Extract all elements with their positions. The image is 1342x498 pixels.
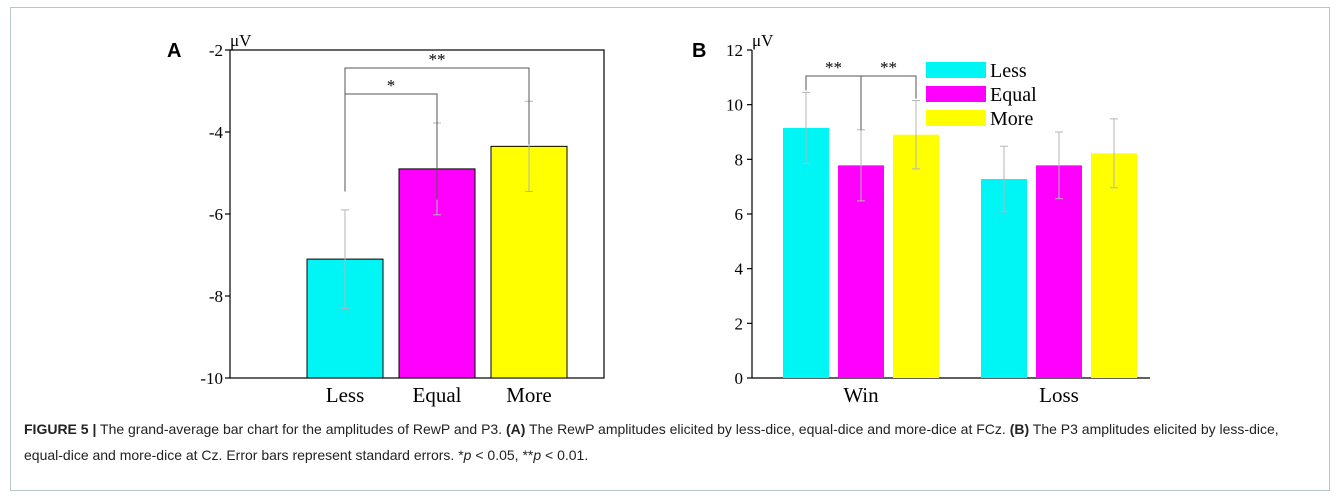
panel-a-significance-label: ** bbox=[429, 50, 446, 69]
caption-label: FIGURE 5 | bbox=[24, 421, 97, 437]
panel-b-unit-label: μV bbox=[752, 31, 774, 50]
caption-sig1-mark: * bbox=[458, 447, 464, 463]
panel-b-y-tick-label: 10 bbox=[726, 96, 743, 115]
panel-b-bar bbox=[1036, 165, 1082, 378]
panel-a-y-tick-label: -8 bbox=[209, 287, 223, 306]
panel-a-unit-label: μV bbox=[230, 31, 252, 50]
panel-b-x-tick-label: Win bbox=[843, 383, 879, 407]
panel-a-letter: A bbox=[167, 40, 181, 62]
panel-a-y-tick-label: -10 bbox=[200, 369, 223, 388]
panel-a-x-tick-label: Equal bbox=[413, 383, 462, 407]
panel-a-x-tick-label: Less bbox=[326, 383, 365, 407]
panel-b-legend-label: Equal bbox=[990, 84, 1037, 106]
figure-frame bbox=[10, 7, 1330, 491]
panel-b-significance-label: ** bbox=[880, 58, 897, 77]
panel-b-bar bbox=[893, 134, 939, 378]
panel-b-significance-label: ** bbox=[825, 58, 842, 77]
panel-a-significance-bracket bbox=[344, 67, 530, 192]
panel-b-y-tick-label: 8 bbox=[735, 150, 744, 169]
panel-b-legend-swatch bbox=[926, 62, 986, 78]
caption-sig2-p: p bbox=[533, 447, 542, 463]
panel-a-y-tick-label: -4 bbox=[209, 123, 224, 142]
panel-b-bar bbox=[1091, 153, 1137, 378]
caption-sig1-p: p bbox=[463, 447, 472, 463]
panel-b-y-tick-label: 0 bbox=[735, 369, 744, 388]
panel-a-y-tick-label: -2 bbox=[209, 41, 223, 60]
panel-a-significance-label: * bbox=[387, 76, 396, 95]
panel-b-y-tick-label: 12 bbox=[726, 41, 743, 60]
panel-b-legend-swatch bbox=[926, 110, 986, 126]
panel-b-legend-label: More bbox=[990, 108, 1033, 130]
caption-sig2-rest: < 0.01. bbox=[541, 447, 589, 463]
panel-b-significance-bracket bbox=[860, 75, 917, 130]
panel-b-significance-bracket bbox=[805, 75, 862, 130]
panel-b-bar bbox=[783, 127, 829, 379]
caption-sig2-mark: ** bbox=[522, 447, 534, 463]
figure-caption: FIGURE 5 | The grand-average bar chart f… bbox=[24, 416, 1320, 468]
caption-ref-b: (B) bbox=[1009, 421, 1030, 437]
caption-text-1: The grand-average bar chart for the ampl… bbox=[96, 421, 506, 437]
panel-b-y-tick-label: 6 bbox=[735, 205, 744, 224]
panel-b-y-tick-label: 2 bbox=[735, 314, 744, 333]
panel-b-x-tick-label: Loss bbox=[1039, 383, 1079, 407]
panel-b-y-tick-label: 4 bbox=[735, 260, 744, 279]
caption-text-3: The P3 amplitudes elicited by less-dice,… bbox=[24, 421, 1279, 463]
caption-sig1-rest: < 0.05, bbox=[471, 447, 523, 463]
panel-b-legend-swatch bbox=[926, 86, 986, 102]
caption-text-2: The RewP amplitudes elicited by less-dic… bbox=[525, 421, 1010, 437]
panel-a-y-tick-label: -6 bbox=[209, 205, 223, 224]
caption-ref-a: (A) bbox=[505, 421, 526, 437]
panel-b-letter: B bbox=[692, 40, 706, 62]
panel-b-legend-label: Less bbox=[990, 60, 1027, 82]
panel-a-x-tick-label: More bbox=[506, 383, 552, 407]
